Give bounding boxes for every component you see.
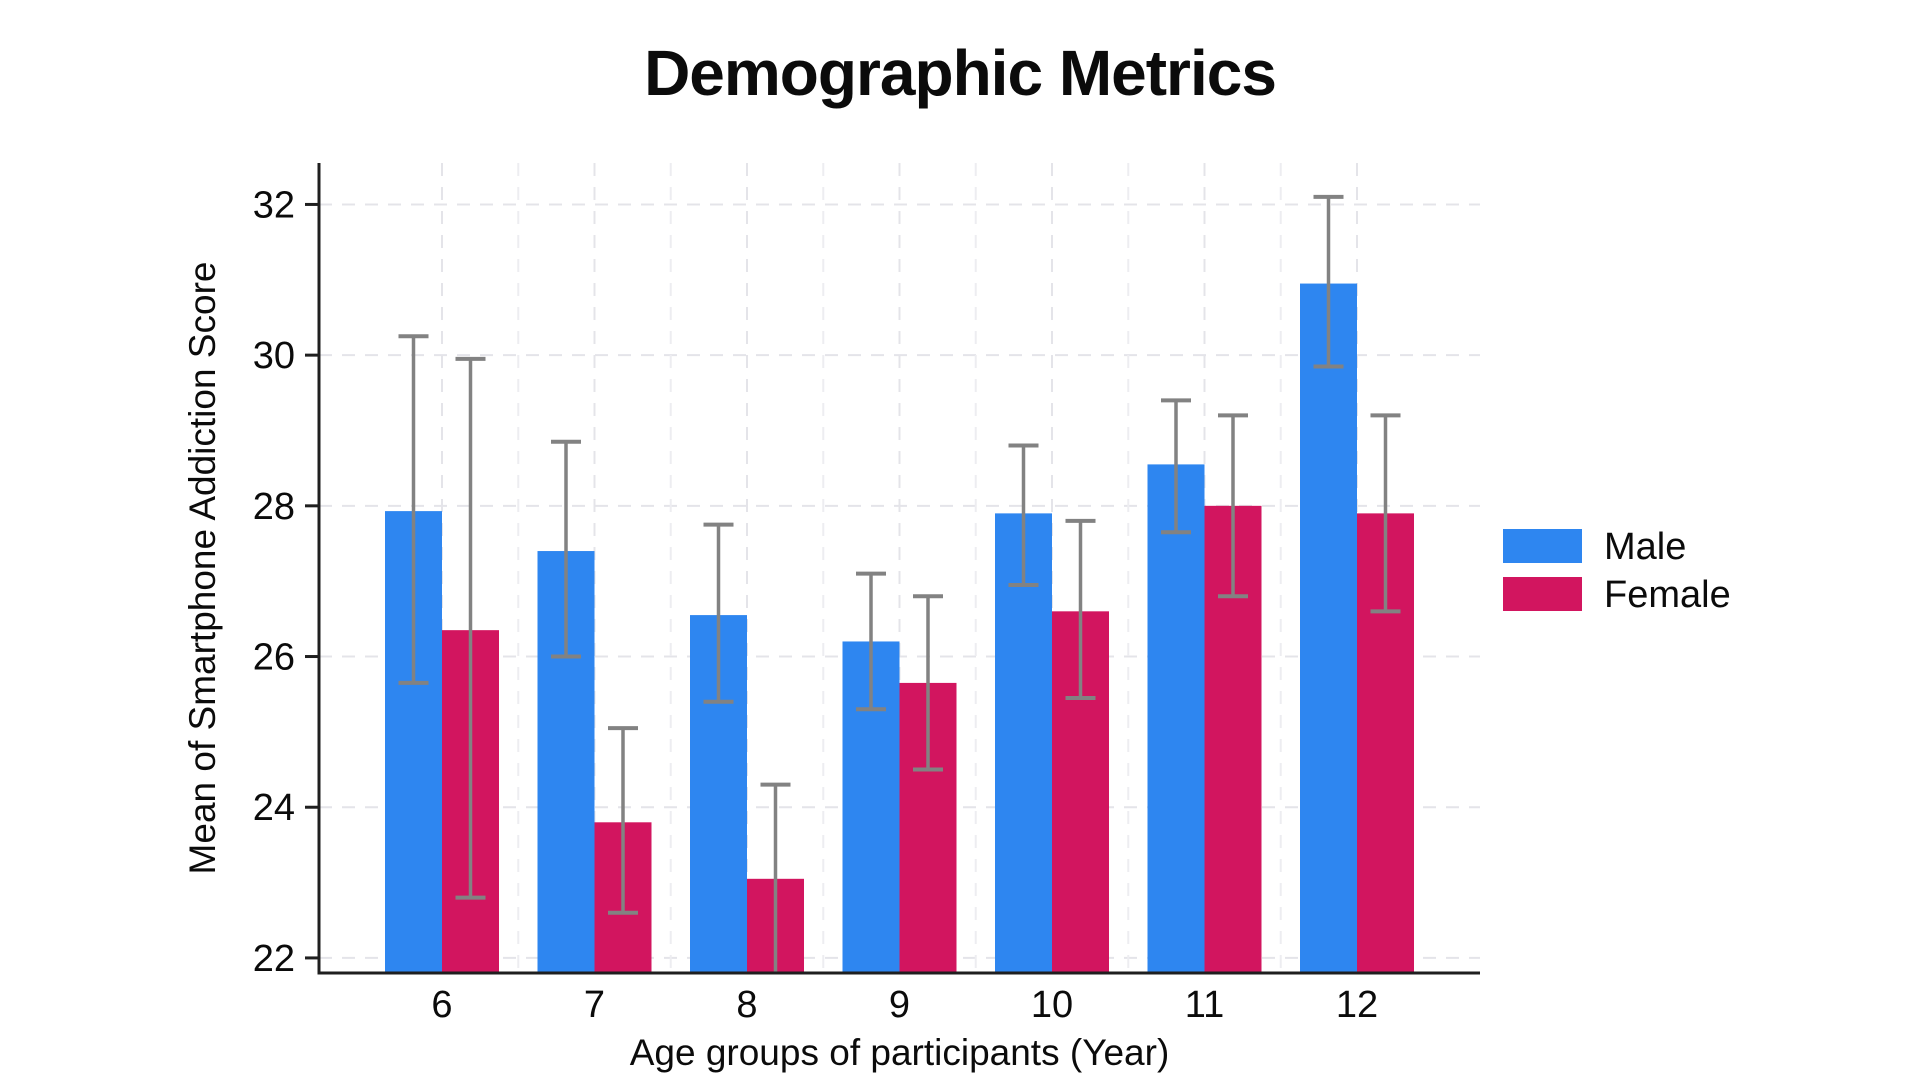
x-tick-label: 10 (1031, 984, 1073, 1026)
chart-title: Demographic Metrics (644, 37, 1277, 109)
x-tick-label: 12 (1336, 984, 1378, 1026)
y-tick-label: 22 (253, 938, 295, 980)
x-tick-label: 9 (889, 984, 910, 1026)
bar-male-11 (1147, 464, 1205, 973)
x-tick-label: 11 (1185, 984, 1224, 1026)
y-tick-label: 28 (253, 486, 295, 528)
x-tick-label: 6 (431, 984, 452, 1026)
y-axis-title: Mean of Smartphone Addiction Score (182, 262, 223, 875)
y-tick-label: 26 (253, 637, 295, 679)
bar-male-12 (1300, 283, 1357, 974)
x-tick-label: 8 (736, 984, 757, 1026)
y-tick-label: 32 (253, 184, 295, 226)
y-tick-label: 24 (253, 787, 295, 829)
bar-male-10 (995, 513, 1052, 973)
x-tick-label: 7 (584, 984, 605, 1026)
x-axis-title: Age groups of participants (Year) (630, 1032, 1170, 1073)
legend-label-female: Female (1604, 574, 1731, 616)
legend-swatch-female (1503, 577, 1582, 611)
y-tick-label: 30 (253, 335, 295, 377)
legend-swatch-male (1503, 529, 1582, 563)
legend-label-male: Male (1604, 526, 1686, 568)
